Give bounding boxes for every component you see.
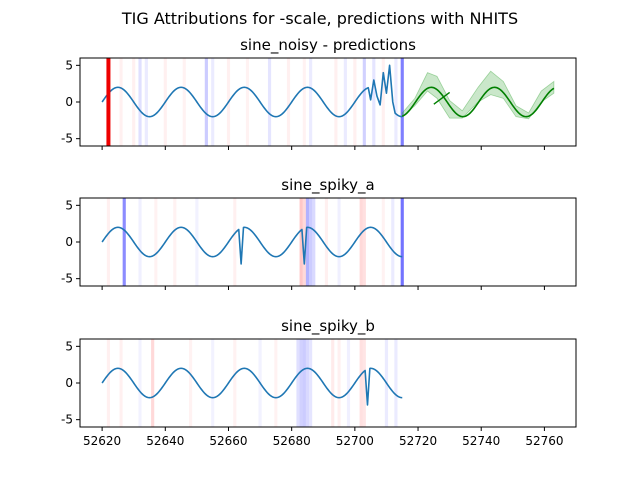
panel-title: sine_spiky_a (281, 176, 374, 195)
series-line (101, 226, 403, 265)
prediction-line (401, 86, 555, 118)
negative-attribution-band (334, 58, 338, 146)
positive-attribution-band (299, 339, 303, 427)
x-tick-label: 52640 (146, 434, 184, 448)
prediction-band (401, 70, 555, 120)
positive-attribution-band (394, 58, 398, 146)
positive-attribution-band (211, 339, 215, 427)
panel-title: sine_spiky_b (281, 317, 375, 336)
x-tick-label: 52700 (336, 434, 374, 448)
positive-attribution-band (296, 339, 300, 427)
y-tick-label: 5 (65, 198, 73, 212)
positive-attribution-band (211, 58, 215, 146)
negative-attribution-band (381, 198, 385, 286)
axes: 5 0 -5 52620 52640 52660 52680 52700 52720 52740 5… (61, 338, 577, 448)
series-lines (101, 226, 403, 265)
positive-attribution-band (337, 198, 341, 286)
positive-attribution-band (309, 58, 313, 146)
y-tick-label: 0 (65, 235, 73, 249)
negative-attribution-band (381, 58, 385, 146)
positive-attribution-band (309, 198, 313, 286)
negative-attribution-band (302, 58, 306, 146)
series-lines (101, 58, 555, 146)
panel-sine-noisy: sine_noisy - predictions 5 0 -5 (61, 36, 577, 150)
negative-attribution-band (359, 198, 363, 286)
panel-title: sine_noisy - predictions (240, 36, 416, 55)
positive-attribution-band (138, 339, 142, 427)
panel-sine-spiky-b: sine_spiky_b 5 0 -5 52620 52640 52660 52680 527… (61, 317, 577, 448)
x-tick-label: 52760 (525, 434, 563, 448)
axes: 5 0 -5 (61, 197, 577, 290)
negative-attribution-band (188, 339, 193, 427)
positive-attribution-band (343, 58, 347, 146)
x-tick-label: 52680 (273, 434, 311, 448)
positive-attribution-band (400, 198, 404, 286)
negative-attribution-band (119, 58, 123, 146)
negative-attribution-band (173, 198, 177, 286)
y-tick-label: 0 (65, 376, 73, 390)
prediction-interval (401, 70, 555, 120)
negative-attribution-band (324, 198, 328, 286)
negative-attribution-band (233, 339, 237, 427)
y-tick-label: 5 (65, 339, 73, 353)
positive-attribution-band (302, 339, 306, 427)
negative-attribution-band (151, 339, 155, 427)
x-tick-label: 52720 (399, 434, 437, 448)
x-tick-label: 52740 (462, 434, 500, 448)
axes: 5 0 -5 (61, 57, 577, 150)
negative-attribution-band (233, 198, 237, 286)
positive-attribution-band (394, 339, 398, 427)
positive-attribution-band (305, 339, 310, 427)
negative-attribution-band (106, 339, 111, 427)
figure-suptitle: TIG Attributions for -scale, predictions… (121, 9, 518, 28)
attribution-bands (106, 198, 404, 286)
positive-attribution-band (346, 339, 351, 427)
axes-frame (79, 338, 577, 428)
positive-attribution-band (144, 58, 148, 146)
axes-frame (79, 57, 577, 147)
positive-attribution-band (267, 58, 272, 146)
positive-attribution-band (372, 58, 376, 146)
series-line (101, 367, 403, 406)
y-tick-label: -5 (61, 413, 73, 427)
negative-attribution-band (182, 58, 186, 146)
positive-attribution-band (400, 58, 404, 146)
negative-attribution-band (337, 339, 341, 427)
negative-attribution-band (119, 339, 123, 427)
negative-attribution-band (154, 198, 158, 286)
y-tick-label: 0 (65, 95, 73, 109)
series-lines (101, 367, 403, 406)
negative-attribution-band (362, 198, 366, 286)
positive-attribution-band (138, 58, 142, 146)
positive-attribution-band (309, 339, 313, 427)
positive-attribution-band (312, 198, 316, 286)
positive-attribution-band (122, 198, 126, 286)
negative-attribution-band (331, 339, 335, 427)
negative-attribution-band (106, 198, 111, 286)
negative-attribution-band (286, 58, 291, 146)
negative-attribution-band (302, 198, 306, 286)
y-tick-label: -5 (61, 272, 73, 286)
positive-attribution-band (138, 198, 142, 286)
positive-attribution-band (391, 198, 395, 286)
y-tick-label: 5 (65, 58, 73, 72)
positive-attribution-band (305, 198, 310, 286)
x-tick-label: 52660 (209, 434, 247, 448)
series-line (101, 64, 403, 118)
x-tick-label: 52620 (83, 434, 121, 448)
negative-attribution-band (274, 339, 278, 427)
y-tick-label: -5 (61, 132, 73, 146)
negative-attribution-band (245, 58, 250, 146)
negative-attribution-band (299, 198, 303, 286)
positive-attribution-band (362, 58, 366, 146)
prediction-segment (433, 91, 451, 105)
attribution-bands (119, 58, 404, 146)
negative-attribution-band (359, 339, 363, 427)
panel-sine-spiky-a: sine_spiky_a 5 0 -5 (61, 176, 577, 290)
positive-attribution-band (204, 58, 208, 146)
negative-attribution-band (362, 339, 366, 427)
